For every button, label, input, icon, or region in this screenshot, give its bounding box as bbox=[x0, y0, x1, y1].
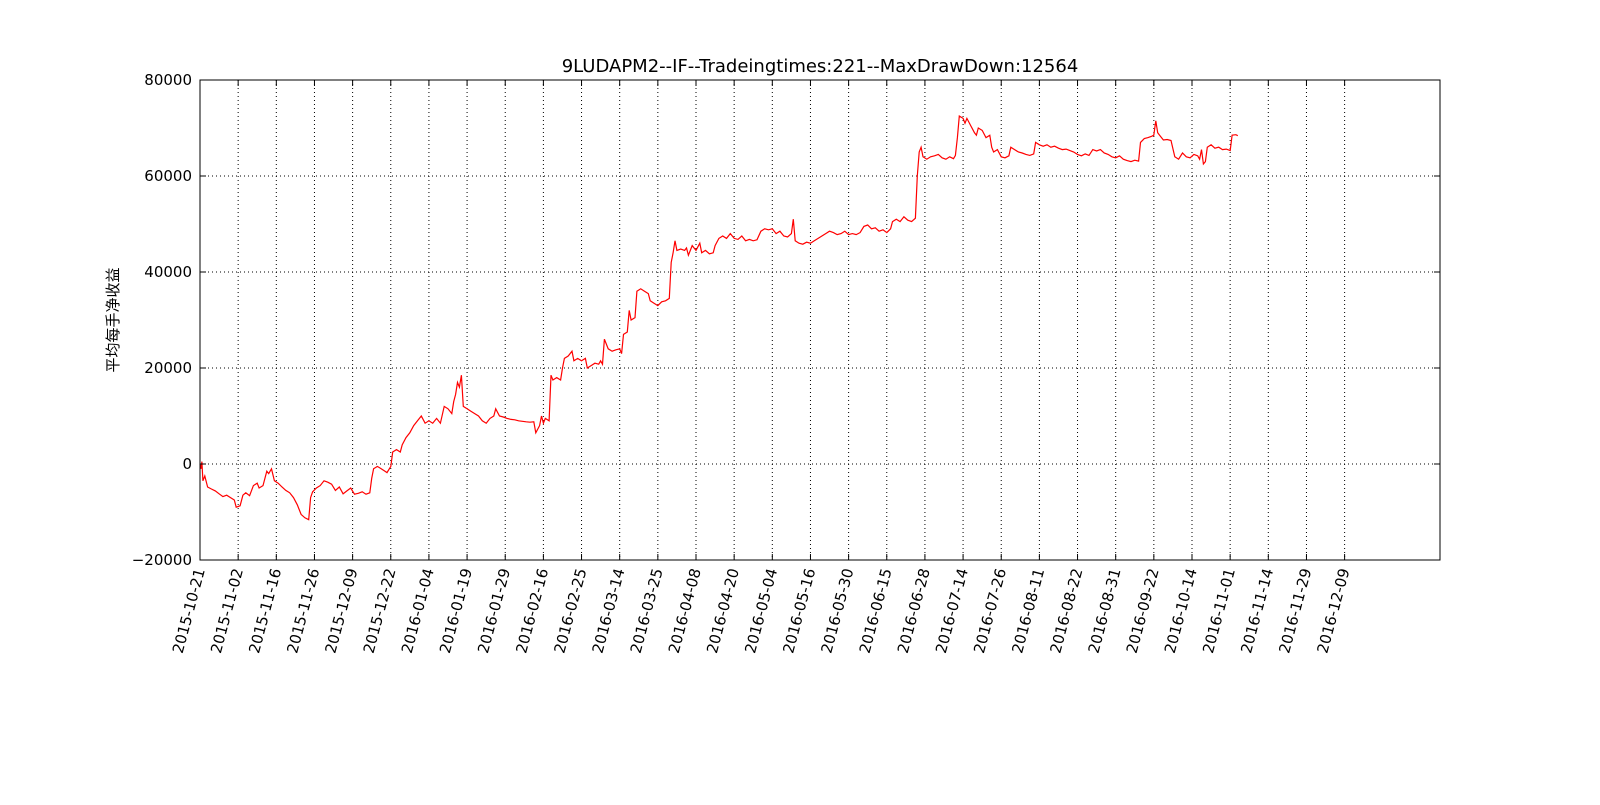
x-tick-label: 2016-02-25 bbox=[550, 566, 590, 655]
y-tick-label: 80000 bbox=[144, 71, 192, 89]
x-tick-label: 2016-07-14 bbox=[932, 566, 972, 655]
tick-layer: −200000200004000060000800002015-10-21201… bbox=[132, 71, 1440, 655]
x-tick-label: 2016-11-29 bbox=[1275, 566, 1315, 655]
x-tick-label: 2015-12-22 bbox=[360, 566, 400, 655]
x-tick-label: 2016-01-04 bbox=[398, 566, 438, 655]
x-tick-label: 2016-07-26 bbox=[970, 566, 1010, 655]
x-tick-label: 2016-02-16 bbox=[512, 566, 552, 655]
x-tick-label: 2016-11-01 bbox=[1199, 566, 1239, 655]
x-tick-label: 2016-09-22 bbox=[1123, 566, 1163, 655]
series-line bbox=[199, 114, 1239, 521]
x-tick-label: 2016-11-14 bbox=[1237, 566, 1277, 655]
x-tick-label: 2016-08-11 bbox=[1008, 566, 1048, 655]
chart-title: 9LUDAPM2--IF--Tradeingtimes:221--MaxDraw… bbox=[562, 56, 1079, 77]
y-tick-label: 40000 bbox=[144, 263, 192, 281]
y-tick-label: 20000 bbox=[144, 359, 192, 377]
x-tick-label: 2015-11-02 bbox=[207, 566, 247, 655]
x-tick-label: 2015-10-21 bbox=[169, 566, 209, 655]
x-tick-label: 2016-06-15 bbox=[856, 566, 896, 655]
x-tick-label: 2015-11-26 bbox=[283, 566, 323, 655]
x-tick-label: 2016-05-16 bbox=[779, 566, 819, 655]
x-tick-label: 2016-05-30 bbox=[818, 566, 858, 655]
x-tick-label: 2016-08-22 bbox=[1046, 566, 1086, 655]
y-axis-label: 平均每手净收益 bbox=[104, 267, 122, 372]
x-tick-label: 2016-08-31 bbox=[1085, 566, 1125, 655]
x-tick-label: 2016-10-14 bbox=[1161, 566, 1201, 655]
x-tick-label: 2016-04-20 bbox=[703, 566, 743, 655]
y-tick-label: −20000 bbox=[132, 551, 192, 569]
plot-frame bbox=[199, 79, 1441, 561]
x-tick-label: 2016-01-19 bbox=[436, 566, 476, 655]
x-tick-label: 2016-04-08 bbox=[665, 566, 705, 655]
x-tick-label: 2016-06-28 bbox=[894, 566, 934, 655]
y-tick-label: 60000 bbox=[144, 167, 192, 185]
x-tick-label: 2016-12-09 bbox=[1314, 566, 1354, 655]
x-tick-label: 2016-03-14 bbox=[589, 566, 629, 655]
y-tick-label: 0 bbox=[182, 455, 192, 473]
x-tick-label: 2016-03-25 bbox=[627, 566, 667, 655]
x-tick-label: 2015-12-09 bbox=[322, 566, 362, 655]
grid-layer bbox=[200, 80, 1440, 560]
x-tick-label: 2016-05-04 bbox=[741, 566, 781, 655]
series-layer bbox=[199, 114, 1239, 521]
x-tick-label: 2016-01-29 bbox=[474, 566, 514, 655]
x-tick-label: 2015-11-16 bbox=[245, 566, 285, 655]
